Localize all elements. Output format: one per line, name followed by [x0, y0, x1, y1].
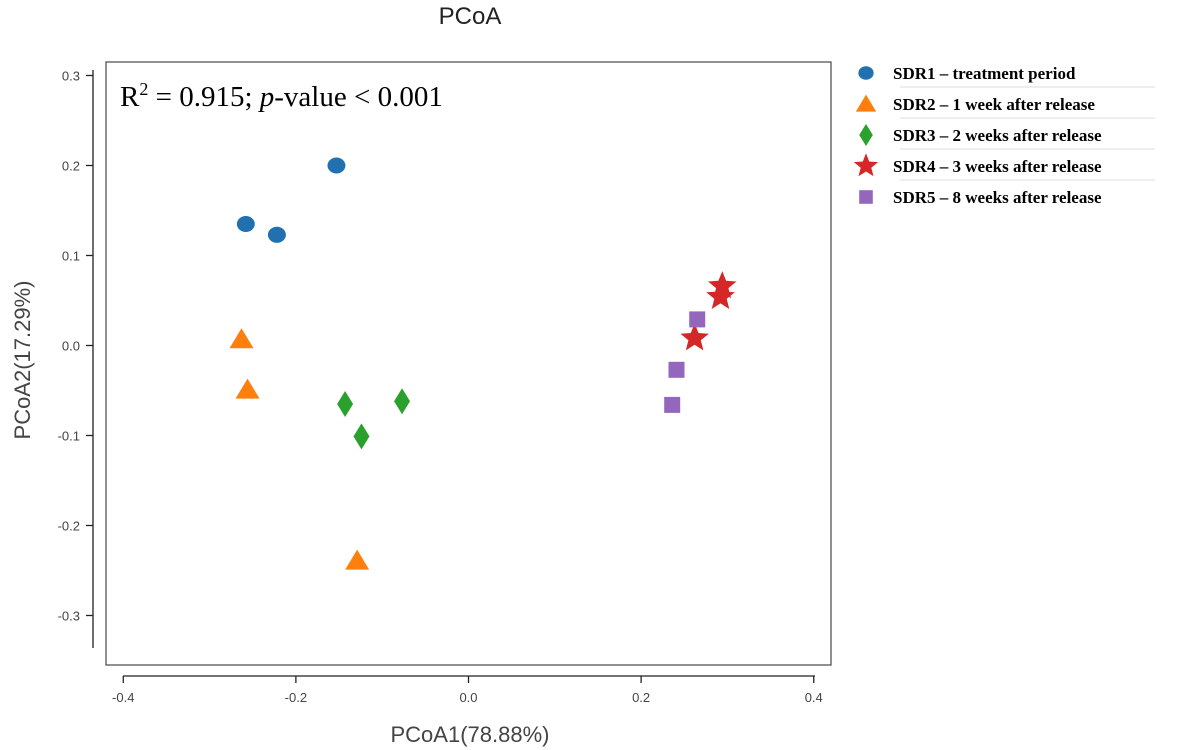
point-sdr4	[708, 271, 737, 299]
legend-marker-sdr3	[859, 123, 873, 147]
point-sdr4	[706, 281, 735, 309]
r-superscript: 2	[139, 79, 148, 99]
point-sdr5	[664, 396, 681, 413]
p-value: -value < 0.001	[274, 81, 443, 113]
y-tick-label: 0.2	[62, 159, 80, 174]
y-axis-label: PCoA2(17.29%)	[10, 281, 35, 440]
point-sdr4	[680, 323, 709, 351]
point-sdr1	[267, 226, 286, 243]
x-tick-label: -0.2	[285, 690, 307, 705]
data-points	[229, 157, 737, 570]
legend-marker-sdr1	[858, 66, 874, 80]
point-sdr2	[235, 378, 260, 399]
point-sdr2	[345, 549, 370, 570]
legend-label-sdr3: SDR3 – 2 weeks after release	[893, 126, 1102, 145]
point-sdr1	[327, 157, 346, 174]
chart-title: PCoA	[439, 3, 502, 30]
x-tick-label: 0.4	[805, 690, 823, 705]
point-sdr5	[668, 361, 685, 378]
legend: SDR1 – treatment period SDR2 – 1 week aft…	[853, 64, 1155, 207]
legend-label-sdr2: SDR2 – 1 week after release	[893, 95, 1095, 114]
legend-marker-sdr5	[859, 190, 873, 204]
r-symbol: R	[120, 81, 140, 113]
y-tick-label: -0.2	[58, 519, 80, 534]
y-tick-label: -0.1	[58, 429, 80, 444]
x-tick-label: 0.0	[459, 690, 477, 705]
x-tick-label: 0.2	[632, 690, 650, 705]
point-sdr3	[394, 388, 411, 415]
plot-frame	[105, 61, 832, 666]
r2-value: = 0.915;	[148, 81, 259, 113]
stats-annotation: R2 = 0.915; p-value < 0.001	[120, 79, 443, 113]
y-axis-ticks: 0.3 0.2 0.1 0.0 -0.1 -0.2 -0.3	[58, 69, 93, 624]
y-tick-label: 0.3	[62, 69, 80, 84]
legend-label-sdr5: SDR5 – 8 weeks after release	[893, 188, 1102, 207]
legend-marker-sdr4	[853, 153, 879, 177]
legend-label-sdr4: SDR4 – 3 weeks after release	[893, 157, 1102, 176]
y-tick-label: 0.1	[62, 249, 80, 264]
point-sdr3	[337, 391, 354, 417]
y-tick-label: 0.0	[62, 339, 80, 354]
point-sdr3	[353, 423, 370, 450]
p-symbol: p	[258, 81, 275, 113]
y-tick-label: -0.3	[58, 609, 80, 624]
point-sdr2	[229, 328, 254, 349]
x-axis-ticks: -0.4 -0.2 0.0 0.2 0.4	[112, 676, 823, 705]
point-sdr5	[689, 311, 706, 328]
x-axis-label: PCoA1(78.88%)	[391, 722, 550, 747]
x-tick-label: -0.4	[112, 690, 134, 705]
legend-marker-sdr2	[855, 94, 877, 112]
legend-label-sdr1: SDR1 – treatment period	[893, 64, 1076, 83]
point-sdr1	[236, 216, 255, 232]
